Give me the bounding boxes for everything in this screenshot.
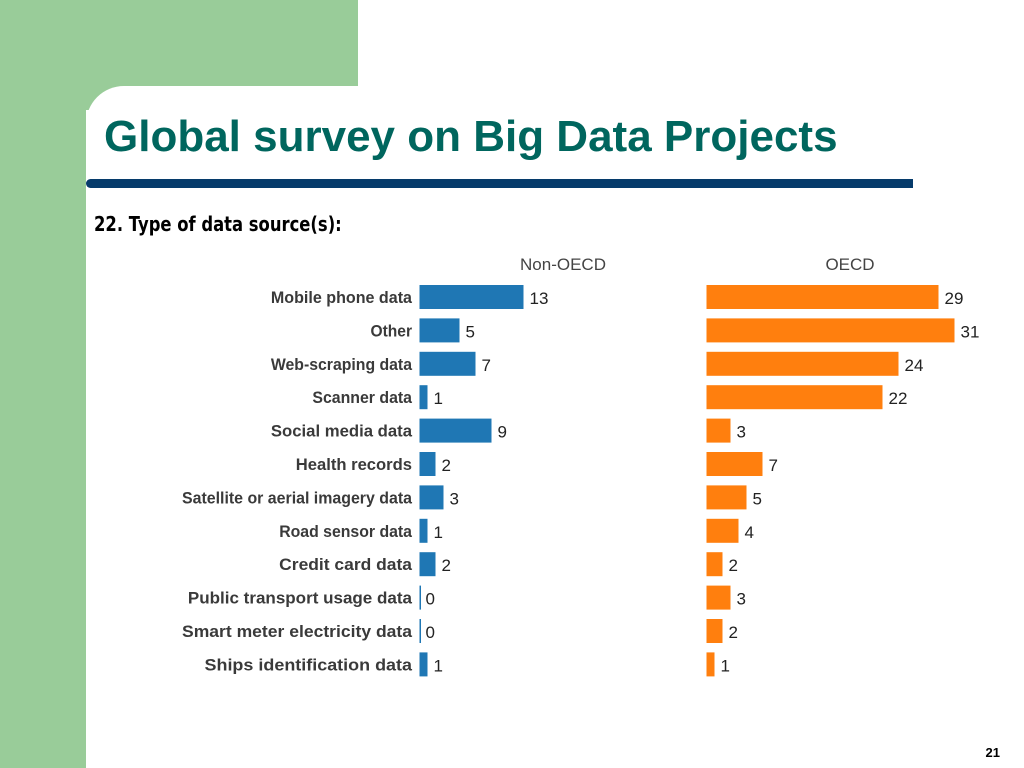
chart-subtitle: 22. Type of data source(s): bbox=[94, 212, 342, 236]
value-label-oecd-mobile-phone-data: 29 bbox=[945, 289, 964, 308]
bar-non-oecd-social-media-data bbox=[419, 418, 492, 443]
value-label-non-oecd-public-transport-usage-data: 0 bbox=[426, 590, 435, 609]
bar-oecd-smart-meter-electricity-data bbox=[706, 619, 723, 643]
bar-non-oecd-credit-card-data bbox=[419, 552, 436, 577]
bar-non-oecd-web-scraping-data bbox=[419, 351, 476, 376]
value-label-oecd-smart-meter-electricity-data: 2 bbox=[729, 623, 738, 642]
series-header-non-oecd: Non-OECD bbox=[520, 255, 606, 274]
slide-title: Global survey on Big Data Projects bbox=[104, 112, 838, 161]
category-label-social-media-data: Social media data bbox=[271, 422, 413, 441]
bar-non-oecd-public-transport-usage-data bbox=[419, 585, 421, 610]
bar-non-oecd-mobile-phone-data bbox=[419, 285, 524, 309]
bar-non-oecd-health-records bbox=[419, 452, 436, 476]
value-label-non-oecd-health-records: 2 bbox=[442, 456, 451, 475]
bar-oecd-web-scraping-data bbox=[706, 351, 899, 376]
bar-oecd-other bbox=[706, 318, 955, 343]
value-label-non-oecd-social-media-data: 9 bbox=[498, 423, 507, 442]
value-label-oecd-scanner-data: 22 bbox=[889, 389, 908, 408]
value-label-oecd-social-media-data: 3 bbox=[737, 423, 746, 442]
bar-oecd-social-media-data bbox=[706, 418, 731, 443]
bar-oecd-credit-card-data bbox=[706, 552, 723, 577]
green-left-band bbox=[0, 0, 86, 768]
value-label-non-oecd-mobile-phone-data: 13 bbox=[530, 289, 549, 308]
category-label-satellite-or-aerial-imagery-data: Satellite or aerial imagery data bbox=[182, 488, 413, 507]
title-underline bbox=[86, 179, 913, 188]
bar-oecd-public-transport-usage-data bbox=[706, 585, 731, 610]
value-label-oecd-credit-card-data: 2 bbox=[729, 556, 738, 575]
bar-oecd-road-sensor-data bbox=[706, 518, 739, 543]
category-label-web-scraping-data: Web-scraping data bbox=[271, 355, 413, 374]
bar-non-oecd-ships-identification-data bbox=[419, 652, 428, 677]
value-label-non-oecd-smart-meter-electricity-data: 0 bbox=[426, 623, 435, 642]
bar-non-oecd-scanner-data bbox=[419, 385, 428, 410]
value-label-non-oecd-other: 5 bbox=[466, 322, 475, 341]
page-number: 21 bbox=[985, 745, 1000, 760]
bar-non-oecd-smart-meter-electricity-data bbox=[419, 619, 421, 643]
bar-oecd-mobile-phone-data bbox=[706, 285, 939, 309]
bar-oecd-ships-identification-data bbox=[706, 652, 715, 677]
value-label-oecd-other: 31 bbox=[961, 322, 980, 341]
value-label-non-oecd-scanner-data: 1 bbox=[434, 389, 443, 408]
value-label-non-oecd-credit-card-data: 2 bbox=[442, 556, 451, 575]
bar-non-oecd-satellite-or-aerial-imagery-data bbox=[419, 485, 444, 510]
bar-oecd-scanner-data bbox=[706, 385, 883, 410]
series-header-oecd: OECD bbox=[825, 255, 874, 274]
value-label-non-oecd-road-sensor-data: 1 bbox=[434, 523, 443, 542]
category-label-ships-identification-data: Ships identification data bbox=[205, 655, 413, 674]
bar-non-oecd-road-sensor-data bbox=[419, 518, 428, 543]
bar-oecd-satellite-or-aerial-imagery-data bbox=[706, 485, 747, 510]
value-label-oecd-ships-identification-data: 1 bbox=[721, 656, 730, 675]
value-label-non-oecd-web-scraping-data: 7 bbox=[482, 356, 491, 375]
value-label-oecd-road-sensor-data: 4 bbox=[745, 523, 754, 542]
category-label-credit-card-data: Credit card data bbox=[279, 555, 412, 574]
category-label-scanner-data: Scanner data bbox=[312, 388, 412, 407]
value-label-oecd-public-transport-usage-data: 3 bbox=[737, 590, 746, 609]
value-label-non-oecd-satellite-or-aerial-imagery-data: 3 bbox=[450, 489, 459, 508]
category-label-mobile-phone-data: Mobile phone data bbox=[271, 288, 413, 307]
value-label-oecd-health-records: 7 bbox=[769, 456, 778, 475]
bar-non-oecd-other bbox=[419, 318, 460, 343]
content-panel bbox=[86, 86, 1024, 768]
category-label-health-records: Health records bbox=[296, 455, 412, 474]
value-label-non-oecd-ships-identification-data: 1 bbox=[434, 656, 443, 675]
category-label-other: Other bbox=[371, 321, 413, 340]
category-label-public-transport-usage-data: Public transport usage data bbox=[188, 589, 413, 608]
category-label-road-sensor-data: Road sensor data bbox=[279, 522, 412, 541]
bar-oecd-health-records bbox=[706, 452, 763, 476]
value-label-oecd-web-scraping-data: 24 bbox=[905, 356, 924, 375]
value-label-oecd-satellite-or-aerial-imagery-data: 5 bbox=[753, 489, 762, 508]
category-label-smart-meter-electricity-data: Smart meter electricity data bbox=[182, 622, 413, 641]
